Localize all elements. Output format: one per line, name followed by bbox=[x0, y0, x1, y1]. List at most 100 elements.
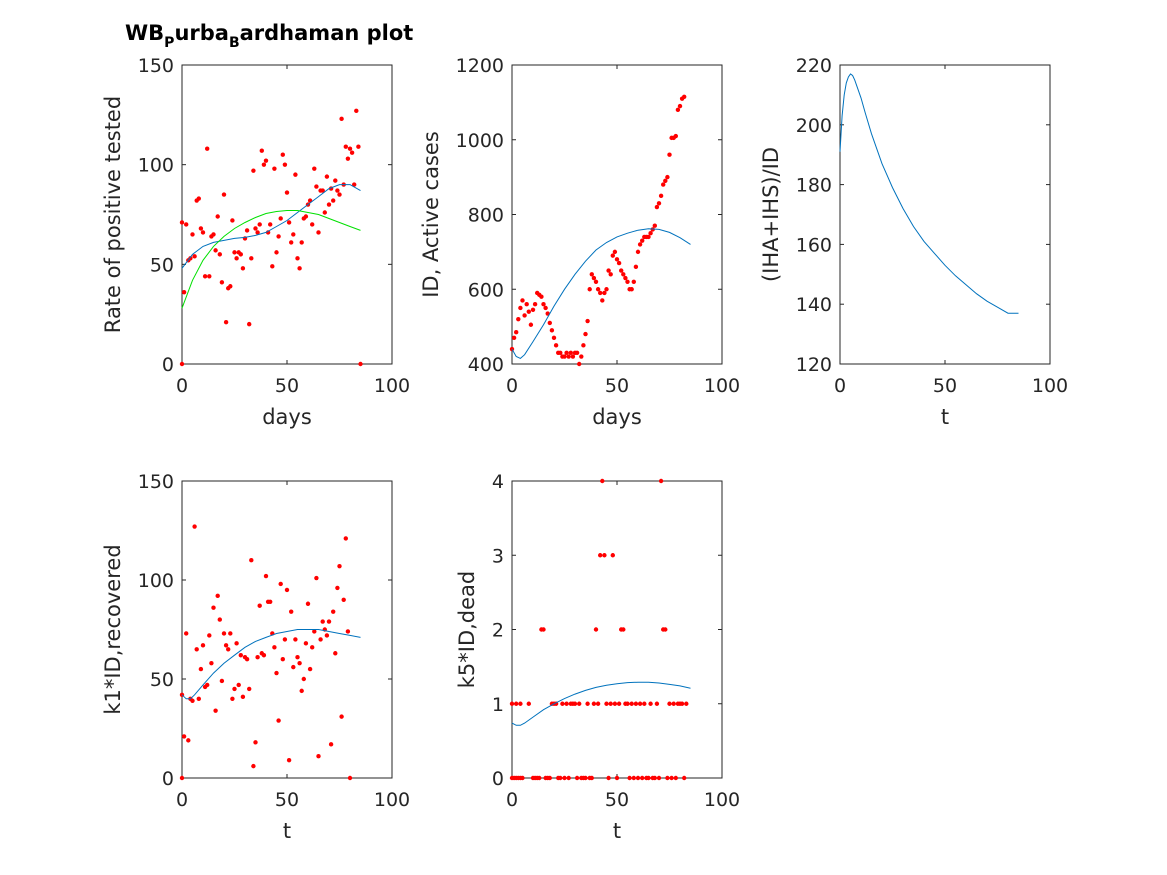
data-point bbox=[268, 222, 273, 227]
data-point bbox=[568, 350, 573, 355]
data-point bbox=[335, 188, 340, 193]
data-point bbox=[240, 694, 246, 700]
data-point bbox=[270, 264, 275, 269]
axes-box bbox=[181, 64, 393, 365]
data-point bbox=[669, 775, 674, 781]
data-point bbox=[190, 698, 195, 703]
data-point bbox=[616, 260, 622, 266]
data-point bbox=[606, 268, 611, 273]
data-point bbox=[612, 701, 618, 706]
data-point bbox=[553, 343, 559, 348]
data-point bbox=[234, 256, 239, 261]
data-point bbox=[238, 653, 243, 658]
data-point bbox=[598, 553, 603, 558]
data-point bbox=[339, 714, 344, 719]
data-point bbox=[610, 253, 615, 258]
data-point bbox=[215, 214, 220, 219]
data-point bbox=[310, 645, 315, 650]
data-point bbox=[232, 686, 237, 692]
subplot-p1: 0 50 100 0 50 100 150 days Rate of positive test… bbox=[101, 55, 410, 429]
data-point bbox=[522, 313, 527, 318]
data-point bbox=[295, 655, 300, 660]
x-axis-label: t bbox=[613, 819, 621, 843]
data-point bbox=[608, 701, 613, 706]
data-point bbox=[595, 701, 601, 706]
data-point bbox=[524, 302, 529, 307]
y-tick-label: 220 bbox=[796, 55, 832, 77]
data-point bbox=[625, 279, 630, 284]
data-point bbox=[215, 593, 220, 599]
data-point bbox=[518, 305, 523, 311]
data-point bbox=[276, 234, 281, 239]
data-point bbox=[665, 174, 670, 180]
data-point bbox=[606, 775, 611, 781]
x-tick-label: 0 bbox=[506, 789, 518, 811]
data-point bbox=[310, 222, 315, 227]
data-point bbox=[333, 651, 338, 656]
y-tick-label: 0 bbox=[162, 768, 174, 790]
data-point bbox=[282, 162, 288, 167]
data-point bbox=[349, 150, 355, 155]
data-point bbox=[658, 193, 664, 199]
data-point bbox=[272, 166, 277, 171]
data-point bbox=[583, 331, 588, 337]
data-point bbox=[602, 290, 607, 296]
subplot-p3: 0 50 100 120 140 160 180 200 220 t (IHA+IHS)/ID bbox=[759, 55, 1068, 429]
y-tick-label: 1 bbox=[492, 694, 504, 716]
data-point bbox=[303, 641, 309, 646]
data-point bbox=[663, 178, 668, 184]
data-point bbox=[286, 757, 292, 763]
data-point bbox=[247, 321, 252, 327]
data-point bbox=[625, 701, 630, 706]
data-point bbox=[635, 775, 641, 781]
data-point bbox=[297, 660, 302, 666]
data-point bbox=[234, 641, 239, 646]
data-point bbox=[516, 316, 521, 322]
data-point bbox=[640, 775, 645, 781]
y-tick-label: 50 bbox=[150, 669, 174, 691]
data-point bbox=[238, 252, 243, 257]
data-point bbox=[299, 240, 304, 245]
fit-curve bbox=[181, 629, 361, 700]
data-point bbox=[179, 361, 185, 367]
subplot-p4: 0 50 100 0 50 100 150 t k1*ID,recovered bbox=[101, 471, 410, 843]
data-point bbox=[230, 218, 235, 223]
data-point bbox=[211, 232, 216, 237]
data-point bbox=[274, 250, 279, 255]
data-point bbox=[663, 627, 668, 632]
data-point bbox=[562, 775, 567, 781]
x-tick-label: 0 bbox=[834, 375, 846, 397]
data-point bbox=[589, 272, 594, 277]
subplot-p5: 0 50 100 0 1 2 3 4 t k5*ID,dead bbox=[455, 471, 740, 843]
y-tick-label: 140 bbox=[796, 294, 832, 316]
data-point bbox=[303, 214, 309, 219]
data-point bbox=[219, 678, 225, 684]
data-point bbox=[339, 116, 344, 122]
data-point bbox=[331, 198, 336, 203]
data-point bbox=[299, 688, 304, 694]
data-point bbox=[257, 222, 262, 227]
y-tick-label: 3 bbox=[492, 545, 504, 567]
data-point bbox=[284, 190, 290, 195]
data-point bbox=[316, 754, 321, 759]
data-point bbox=[637, 242, 643, 247]
data-point bbox=[539, 294, 544, 299]
y-tick-label: 160 bbox=[796, 234, 832, 256]
data-point bbox=[511, 335, 517, 341]
data-point bbox=[280, 152, 285, 157]
data-point bbox=[232, 250, 237, 255]
data-point bbox=[541, 627, 546, 632]
data-point bbox=[526, 309, 531, 314]
data-point bbox=[320, 188, 325, 193]
data-point bbox=[679, 701, 685, 706]
data-point bbox=[230, 696, 235, 701]
data-point bbox=[194, 647, 199, 652]
data-point bbox=[537, 775, 542, 781]
data-point bbox=[547, 775, 552, 781]
data-point bbox=[228, 631, 233, 636]
data-point bbox=[198, 666, 204, 672]
data-point bbox=[337, 563, 342, 569]
data-point bbox=[314, 575, 319, 581]
data-point bbox=[585, 318, 590, 324]
data-point bbox=[564, 701, 569, 706]
